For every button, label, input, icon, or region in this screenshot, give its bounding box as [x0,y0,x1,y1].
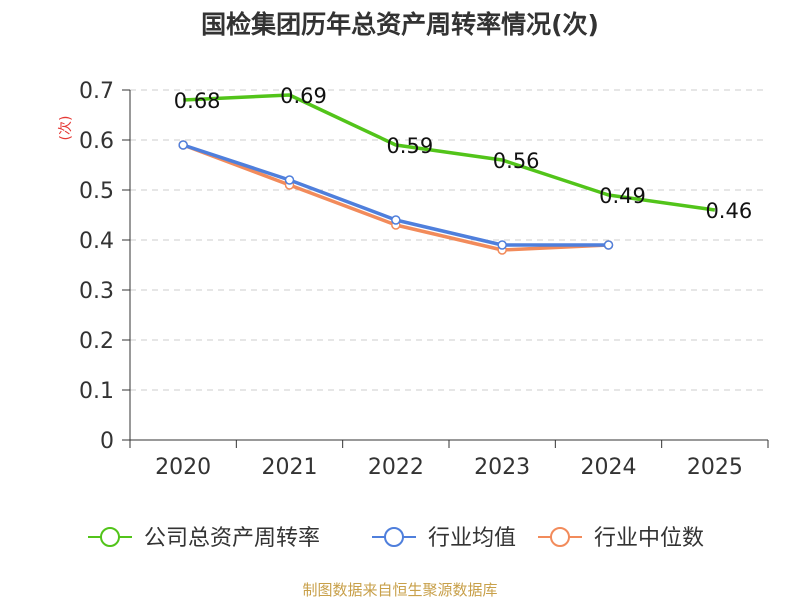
x-tick-label: 2023 [474,455,530,480]
data-label: 0.59 [386,134,433,158]
legend-label: 公司总资产周转率 [144,526,320,551]
data-point [603,240,614,250]
chart-title: 国检集团历年总资产周转率情况(次) [201,10,599,39]
data-labels: 0.68 0.69 0.59 0.56 0.49 0.46 [174,84,752,223]
data-label: 0.49 [599,184,646,208]
legend[interactable]: 公司总资产周转率 行业均值 行业中位数 [88,526,704,551]
data-label: 0.46 [705,199,752,223]
series-line-1 [182,143,609,247]
y-tick-label: 0.7 [79,79,114,104]
data-point [178,140,188,150]
x-tick-label: 2020 [155,455,211,480]
legend-marker [100,527,120,547]
y-tick-label: 0 [100,429,114,454]
data-label: 0.69 [280,84,327,108]
y-tick-label: 0.5 [79,179,114,204]
series-group [178,93,716,255]
x-tick-label: 2025 [687,455,743,480]
y-tick-label: 0.6 [79,129,114,154]
axes: 0 0.1 0.2 0.3 0.4 0.5 0.6 0.7 2020 2021 2022 2023 20… [79,79,769,480]
x-tick-label: 2024 [581,455,637,480]
source-note: 制图数据来自恒生聚源数据库 [302,581,497,599]
legend-marker [384,527,404,547]
y-tick-label: 0.4 [79,229,114,254]
series-line-0 [183,93,716,212]
data-point [497,240,507,250]
x-tick-label: 2022 [368,455,424,480]
grid-lines [130,89,768,391]
legend-label: 行业均值 [428,526,516,551]
data-label: 0.56 [493,149,540,173]
y-axis-label: (次) [58,116,74,141]
x-tick-label: 2021 [262,455,318,480]
series-line-2 [182,143,609,252]
data-point [284,175,295,185]
y-tick-label: 0.3 [79,279,114,304]
legend-marker [550,527,570,547]
data-point [391,215,401,225]
y-tick-label: 0.1 [79,379,114,404]
legend-label: 行业中位数 [594,526,704,551]
data-label: 0.68 [174,89,221,113]
y-tick-label: 0.2 [79,329,114,354]
